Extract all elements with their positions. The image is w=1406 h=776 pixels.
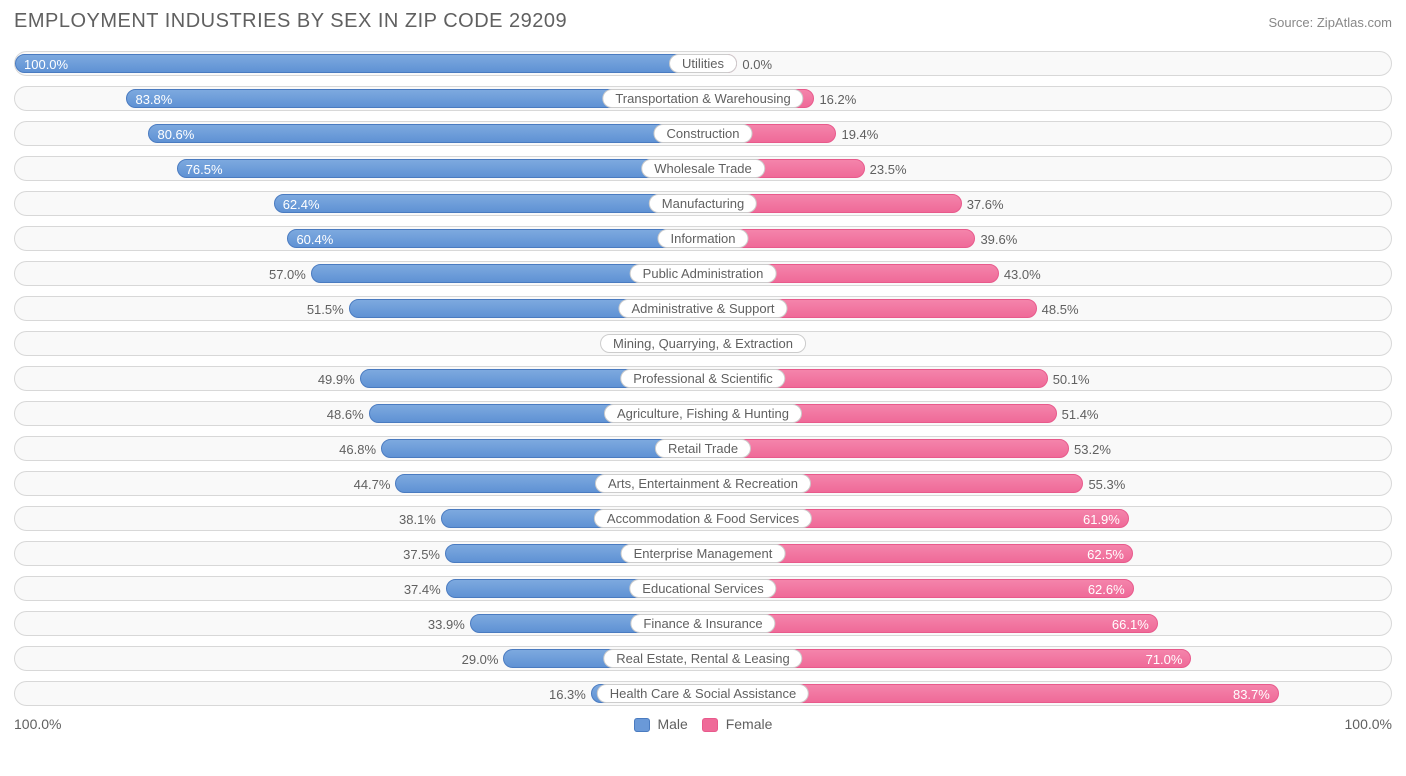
female-pct-label: 23.5%: [864, 160, 913, 179]
male-pct-label: 46.8%: [333, 440, 382, 459]
row-category-label: Mining, Quarrying, & Extraction: [600, 334, 806, 353]
chart-row: 80.6% 19.4% Construction: [14, 121, 1392, 146]
legend-female-label: Female: [726, 716, 773, 732]
legend-item-male: Male: [634, 716, 688, 732]
row-category-label: Accommodation & Food Services: [594, 509, 812, 528]
legend-item-female: Female: [702, 716, 773, 732]
male-pct-label: 60.4%: [288, 230, 341, 249]
row-category-label: Arts, Entertainment & Recreation: [595, 474, 811, 493]
chart-row: 37.4% 62.6% Educational Services: [14, 576, 1392, 601]
male-pct-label: 29.0%: [456, 650, 505, 669]
row-category-label: Health Care & Social Assistance: [597, 684, 809, 703]
row-category-label: Agriculture, Fishing & Hunting: [604, 404, 802, 423]
male-pct-label: 80.6%: [149, 125, 202, 144]
male-pct-label: 83.8%: [127, 90, 180, 109]
row-category-label: Administrative & Support: [618, 299, 787, 318]
row-category-label: Educational Services: [629, 579, 776, 598]
row-category-label: Real Estate, Rental & Leasing: [603, 649, 802, 668]
row-category-label: Construction: [654, 124, 753, 143]
male-pct-label: 37.5%: [397, 545, 446, 564]
male-pct-label: 49.9%: [312, 370, 361, 389]
male-bar: 60.4%: [287, 229, 703, 248]
chart-row: 48.6% 51.4% Agriculture, Fishing & Hunting: [14, 401, 1392, 426]
chart-row: 60.4% 39.6% Information: [14, 226, 1392, 251]
diverging-bar-chart: 100.0% 0.0%Utilities 83.8% 16.2% Transportat…: [14, 51, 1392, 706]
female-pct-label: 0.0%: [736, 55, 778, 74]
row-category-label: Information: [657, 229, 748, 248]
male-bar: 80.6%: [148, 124, 703, 143]
row-category-label: Public Administration: [630, 264, 777, 283]
female-swatch-icon: [702, 718, 718, 732]
male-pct-label: 62.4%: [275, 195, 328, 214]
female-bar: 53.2%: [703, 439, 1069, 458]
male-pct-label: 16.3%: [543, 685, 592, 704]
male-pct-label: 76.5%: [178, 160, 231, 179]
male-pct-label: 51.5%: [301, 300, 350, 319]
female-pct-label: 55.3%: [1082, 475, 1131, 494]
chart-row: 0.0%0.0%Mining, Quarrying, & Extraction: [14, 331, 1392, 356]
female-pct-label: 37.6%: [961, 195, 1010, 214]
row-category-label: Retail Trade: [655, 439, 751, 458]
chart-row: 44.7% 55.3% Arts, Entertainment & Recreati…: [14, 471, 1392, 496]
female-pct-label: 61.9%: [1075, 510, 1128, 529]
female-pct-label: 48.5%: [1036, 300, 1085, 319]
male-bar: 100.0%: [15, 54, 703, 73]
male-pct-label: 44.7%: [348, 475, 397, 494]
male-pct-label: 33.9%: [422, 615, 471, 634]
female-pct-label: 39.6%: [974, 230, 1023, 249]
chart-row: 49.9% 50.1% Professional & Scientific: [14, 366, 1392, 391]
chart-row: 76.5% 23.5% Wholesale Trade: [14, 156, 1392, 181]
male-swatch-icon: [634, 718, 650, 732]
male-bar: 62.4%: [274, 194, 703, 213]
chart-row: 38.1% 61.9% Accommodation & Food Services: [14, 506, 1392, 531]
male-pct-label: 38.1%: [393, 510, 442, 529]
female-pct-label: 19.4%: [835, 125, 884, 144]
row-category-label: Enterprise Management: [621, 544, 786, 563]
chart-row: 57.0% 43.0% Public Administration: [14, 261, 1392, 286]
chart-header: EMPLOYMENT INDUSTRIES BY SEX IN ZIP CODE…: [14, 10, 1392, 33]
female-pct-label: 50.1%: [1047, 370, 1096, 389]
chart-footer: 100.0% Male Female 100.0%: [14, 716, 1392, 732]
male-pct-label: 48.6%: [321, 405, 370, 424]
axis-left-label: 100.0%: [14, 716, 61, 732]
chart-row: 100.0% 0.0%Utilities: [14, 51, 1392, 76]
female-pct-label: 53.2%: [1068, 440, 1117, 459]
female-pct-label: 62.5%: [1079, 545, 1132, 564]
chart-row: 62.4% 37.6% Manufacturing: [14, 191, 1392, 216]
row-category-label: Utilities: [669, 54, 737, 73]
chart-row: 37.5% 62.5% Enterprise Management: [14, 541, 1392, 566]
female-pct-label: 71.0%: [1138, 650, 1191, 669]
chart-row: 33.9% 66.1% Finance & Insurance: [14, 611, 1392, 636]
row-category-label: Manufacturing: [649, 194, 757, 213]
row-category-label: Finance & Insurance: [630, 614, 775, 633]
female-pct-label: 83.7%: [1225, 685, 1278, 704]
female-pct-label: 62.6%: [1080, 580, 1133, 599]
chart-row: 51.5% 48.5% Administrative & Support: [14, 296, 1392, 321]
female-pct-label: 51.4%: [1056, 405, 1105, 424]
chart-row: 83.8% 16.2% Transportation & Warehousing: [14, 86, 1392, 111]
chart-source: Source: ZipAtlas.com: [1268, 15, 1392, 30]
row-category-label: Professional & Scientific: [620, 369, 785, 388]
chart-row: 29.0% 71.0% Real Estate, Rental & Leasing: [14, 646, 1392, 671]
axis-right-label: 100.0%: [1345, 716, 1392, 732]
female-pct-label: 43.0%: [998, 265, 1047, 284]
row-category-label: Transportation & Warehousing: [602, 89, 803, 108]
female-pct-label: 16.2%: [813, 90, 862, 109]
legend-male-label: Male: [657, 716, 687, 732]
male-pct-label: 37.4%: [398, 580, 447, 599]
row-category-label: Wholesale Trade: [641, 159, 765, 178]
chart-title: EMPLOYMENT INDUSTRIES BY SEX IN ZIP CODE…: [14, 10, 567, 33]
male-pct-label: 57.0%: [263, 265, 312, 284]
female-pct-label: 66.1%: [1104, 615, 1157, 634]
chart-legend: Male Female: [634, 716, 773, 732]
male-pct-label: 100.0%: [16, 55, 76, 74]
chart-row: 16.3% 83.7% Health Care & Social Assistanc…: [14, 681, 1392, 706]
chart-row: 46.8%53.2%Retail Trade: [14, 436, 1392, 461]
male-bar: 76.5%: [177, 159, 703, 178]
